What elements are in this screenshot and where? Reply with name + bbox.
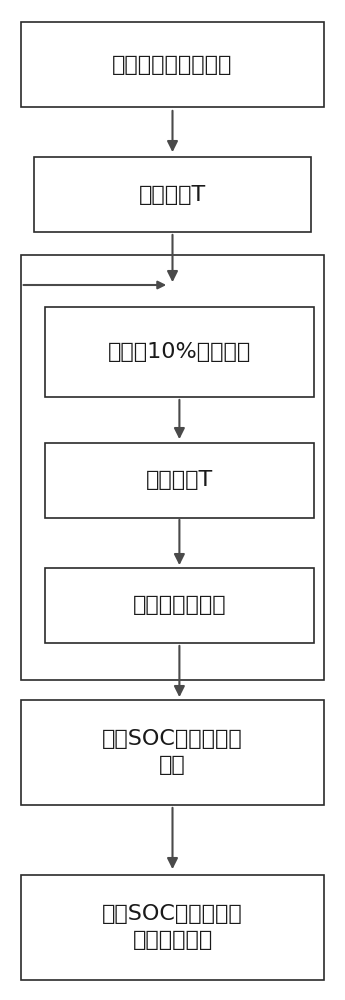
Bar <box>45 307 314 397</box>
Text: 每次以10%电量放电: 每次以10%电量放电 <box>108 342 251 362</box>
Text: 静置时间T: 静置时间T <box>146 470 213 490</box>
Text: 电池充满电，满容量: 电池充满电，满容量 <box>112 55 233 75</box>
Bar <box>21 700 324 804</box>
Bar <box>34 157 310 232</box>
Bar <box>21 874 324 980</box>
Bar <box>45 567 314 642</box>
Text: 得出SOC与电压关系
曲线: 得出SOC与电压关系 曲线 <box>102 729 243 775</box>
Text: 测量电池端电压: 测量电池端电压 <box>132 595 226 615</box>
Text: 得到SOC与开路电压
的关系数据表: 得到SOC与开路电压 的关系数据表 <box>102 904 243 950</box>
Text: 静置时间T: 静置时间T <box>139 185 206 205</box>
Bar <box>21 22 324 107</box>
Bar <box>45 442 314 518</box>
Bar <box>21 255 324 680</box>
